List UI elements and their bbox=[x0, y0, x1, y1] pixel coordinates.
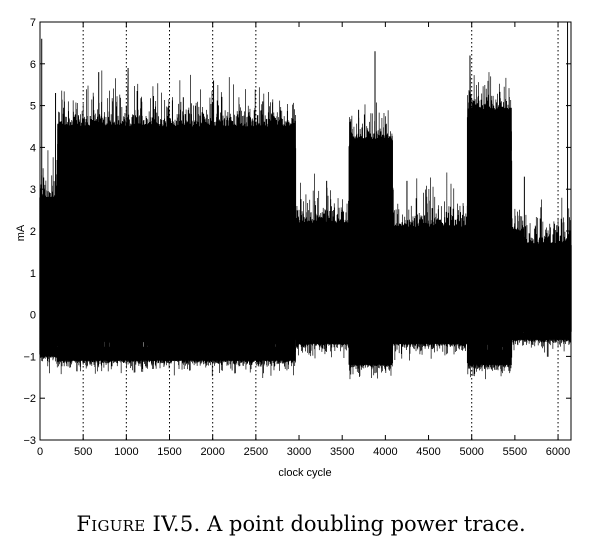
y-tick-label: 7 bbox=[30, 17, 36, 29]
figure-caption-text: A point doubling power trace. bbox=[207, 512, 526, 536]
y-axis-label: mA bbox=[15, 224, 27, 241]
x-tick-label: 2500 bbox=[244, 446, 268, 458]
x-tick-label: 5000 bbox=[459, 446, 483, 458]
x-tick-label: 2000 bbox=[200, 446, 224, 458]
y-tick-label: 3 bbox=[30, 184, 36, 196]
y-tick-label: 1 bbox=[30, 268, 36, 280]
y-tick-label: −3 bbox=[23, 435, 36, 447]
x-tick-label: 3500 bbox=[330, 446, 354, 458]
x-tick-label: 1500 bbox=[157, 446, 181, 458]
y-tick-label: 5 bbox=[30, 101, 36, 113]
x-tick-label: 3000 bbox=[287, 446, 311, 458]
x-tick-label: 4500 bbox=[416, 446, 440, 458]
x-tick-label: 1000 bbox=[114, 446, 138, 458]
x-tick-label: 5500 bbox=[503, 446, 527, 458]
y-tick-label: 4 bbox=[30, 142, 36, 154]
y-tick-label: 0 bbox=[30, 310, 36, 322]
y-tick-label: 6 bbox=[30, 59, 36, 71]
power-trace-chart: 0 500 1000 1500 2000 2500 3000 3500 4000 4500 5000… bbox=[15, 17, 572, 479]
x-tick-label: 0 bbox=[37, 446, 43, 458]
figure-label: Figure IV.5. bbox=[76, 512, 201, 536]
x-tick-label: 4000 bbox=[373, 446, 397, 458]
tick-layer: 0 500 1000 1500 2000 2500 3000 3500 4000 4500 5000… bbox=[23, 17, 571, 458]
y-tick-label: 2 bbox=[30, 226, 36, 238]
grid-layer bbox=[82, 22, 559, 440]
figure-caption: Figure IV.5. A point doubling power trac… bbox=[0, 512, 602, 536]
x-tick-label: 6000 bbox=[546, 446, 570, 458]
x-tick-label: 500 bbox=[74, 446, 92, 458]
y-tick-label: −1 bbox=[23, 351, 36, 363]
x-axis-label: clock cycle bbox=[278, 467, 331, 479]
y-tick-label: −2 bbox=[23, 393, 36, 405]
